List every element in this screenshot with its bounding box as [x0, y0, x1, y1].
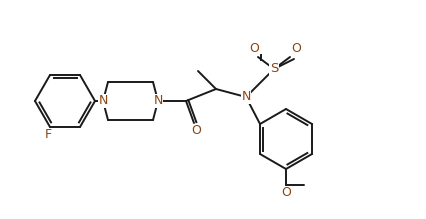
Text: N: N [241, 90, 250, 104]
Text: N: N [98, 95, 108, 108]
Text: O: O [291, 42, 301, 55]
Text: O: O [281, 187, 291, 200]
Text: O: O [249, 42, 259, 55]
Text: O: O [191, 124, 201, 138]
Text: F: F [44, 129, 52, 141]
Text: N: N [153, 95, 163, 108]
Text: S: S [270, 62, 278, 76]
